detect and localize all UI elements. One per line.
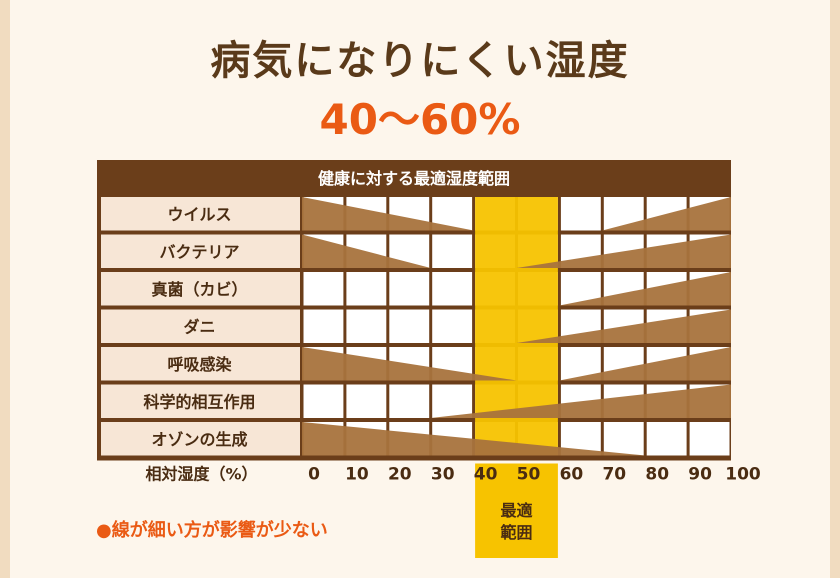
high-humidity-wedge	[559, 347, 731, 381]
x-tick-label: 20	[388, 465, 412, 485]
x-tick-label: 100	[725, 465, 761, 485]
chart-header: 健康に対する最適湿度範囲	[318, 169, 510, 188]
grid-cell	[303, 272, 344, 306]
low-humidity-wedge	[302, 197, 474, 231]
high-humidity-wedge	[516, 309, 731, 343]
grid-cell	[346, 384, 387, 418]
grid-cell	[432, 384, 473, 418]
row-label-cell	[101, 197, 300, 231]
high-humidity-wedge	[559, 272, 731, 306]
page-subtitle: 40～60%	[319, 95, 521, 144]
row-label-cell	[101, 272, 300, 306]
grid-cell	[646, 422, 687, 456]
grid-cell	[389, 309, 430, 343]
x-tick-label: 10	[345, 465, 369, 485]
page-title: 病気になりにくい湿度	[210, 38, 630, 84]
row-label-cell	[101, 309, 300, 343]
row-label: バクテリア	[159, 242, 239, 261]
x-tick-label: 80	[645, 465, 669, 485]
x-tick-label: 90	[688, 465, 712, 485]
row-label: 呼吸感染	[167, 355, 232, 374]
optimal-range-tab	[475, 463, 558, 558]
chart-note: ●線が細い方が影響が少ない	[96, 520, 328, 541]
grid-cell	[303, 384, 344, 418]
row-label: 科学的相互作用	[143, 392, 255, 411]
grid-cell	[689, 422, 730, 456]
right-frame-border	[830, 0, 840, 578]
grid-cell	[432, 309, 473, 343]
x-tick-label: 60	[560, 465, 584, 485]
optimal-range-label: 最適	[500, 501, 532, 520]
low-humidity-wedge	[302, 234, 431, 268]
x-axis-label: 相対湿度（%）	[145, 465, 257, 484]
row-label: ダニ	[183, 317, 215, 336]
grid-cell	[389, 384, 430, 418]
x-tick-label: 30	[431, 465, 455, 485]
row-label-cell	[101, 384, 300, 418]
row-label: ウイルス	[167, 205, 231, 224]
high-humidity-wedge	[430, 384, 731, 418]
left-frame-border	[0, 0, 10, 578]
high-humidity-wedge	[516, 234, 731, 268]
grid-cell	[346, 272, 387, 306]
grid-cell	[560, 197, 601, 231]
optimal-range-label: 範囲	[499, 523, 532, 542]
grid-cell	[432, 272, 473, 306]
grid-cell	[346, 309, 387, 343]
x-tick-label: 70	[602, 465, 626, 485]
row-label: 真菌（カビ）	[151, 280, 247, 299]
row-label-cell	[101, 234, 300, 268]
high-humidity-wedge	[602, 197, 731, 231]
x-tick-label: 0	[308, 465, 320, 485]
x-tick-label: 50	[517, 465, 541, 485]
row-label: オゾンの生成	[151, 430, 247, 449]
grid-cell	[389, 272, 430, 306]
low-humidity-wedge	[302, 422, 646, 456]
row-label-cell	[101, 347, 300, 381]
grid-cell	[603, 422, 644, 456]
x-tick-label: 40	[474, 465, 498, 485]
row-label-cell	[101, 422, 300, 456]
grid-cell	[303, 309, 344, 343]
low-humidity-wedge	[302, 347, 517, 381]
grid-cell	[432, 234, 473, 268]
